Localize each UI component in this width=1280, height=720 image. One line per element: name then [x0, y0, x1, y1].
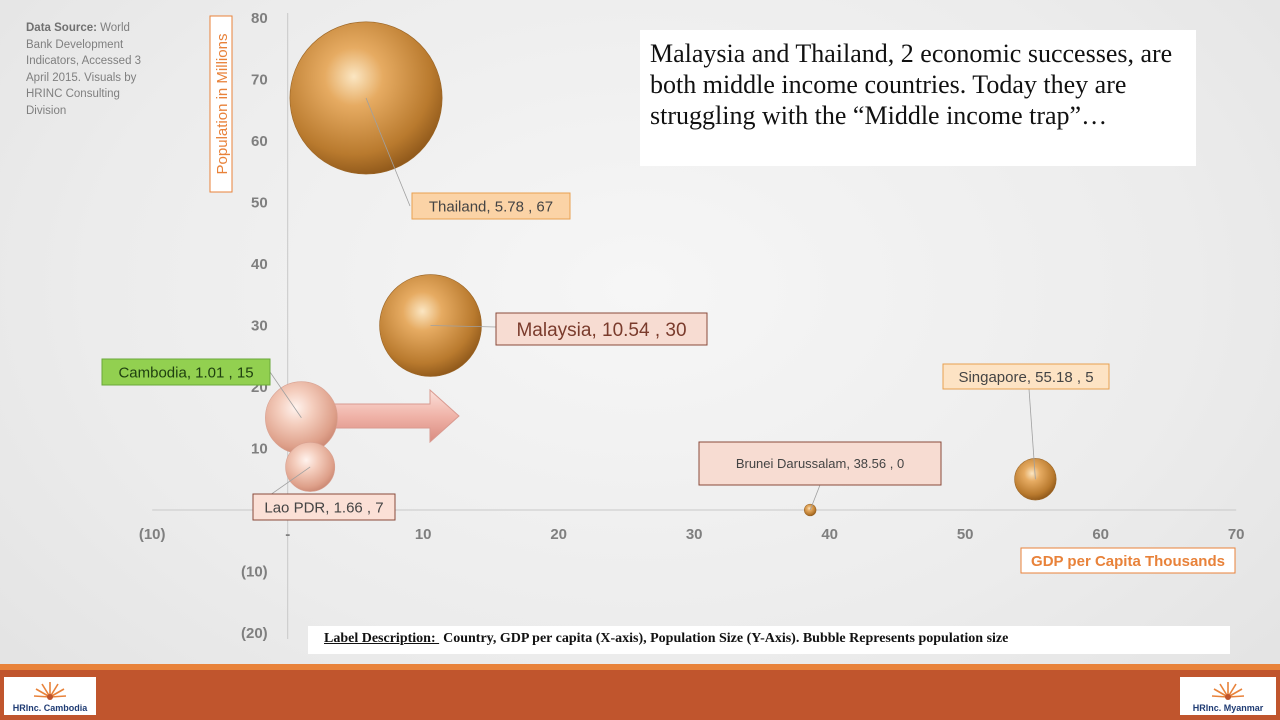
x-tick-label: (10): [139, 526, 166, 543]
y-tick-label: 60: [251, 133, 268, 150]
highlight-arrow: [321, 388, 460, 444]
x-tick-label: 50: [957, 526, 974, 543]
sunburst-logo-icon: [33, 682, 67, 700]
data-label-box: [942, 363, 1110, 390]
y-tick-label: 40: [251, 256, 268, 273]
y-tick-label: 70: [251, 72, 268, 89]
leader-line: [365, 97, 411, 207]
data-label: Lao PDR, 1.66 , 7: [264, 499, 383, 516]
data-label-box: [698, 441, 942, 486]
data-source-text: World Bank Development Indicators, Acces…: [26, 22, 142, 117]
leader-line: [1028, 388, 1036, 480]
data-label: Brunei Darussalam, 38.56 , 0: [736, 456, 904, 471]
leader-line: [809, 484, 821, 511]
data-label-box: [411, 192, 571, 220]
data-label: Singapore, 55.18 , 5: [958, 369, 1093, 386]
logo-hrinc-cambodia: HRInc. Cambodia: [4, 677, 96, 715]
x-tick-label: 60: [1092, 526, 1109, 543]
data-label: Cambodia, 1.01 , 15: [118, 364, 253, 381]
data-label-box: [252, 493, 396, 521]
svg-text:GDP per Capita Thousands: GDP per Capita Thousands: [1031, 553, 1225, 570]
leader-line: [430, 325, 497, 328]
data-label: Malaysia, 10.54 , 30: [516, 320, 686, 341]
logo-right-text: HRInc. Myanmar: [1192, 703, 1264, 713]
chart-tick-labels: (10) -10 20 30 40 50 60 70(20)(10)1020304050607…: [139, 10, 1245, 642]
x-tick-label: 20: [550, 526, 567, 543]
logo-hrinc-myanmar: HRInc. Myanmar: [1180, 677, 1276, 715]
x-axis-title: GDP per Capita Thousands: [1020, 547, 1236, 574]
y-tick-label: 30: [251, 318, 268, 335]
data-source-label: Data Source:: [26, 22, 97, 34]
data-label-box: [101, 358, 271, 386]
y-tick-label: (20): [241, 625, 268, 642]
y-tick-label: (10): [241, 564, 268, 581]
data-source-note: Data Source: World Bank Development Indi…: [26, 20, 156, 119]
data-label-box: [495, 312, 708, 346]
y-tick-label: 50: [251, 195, 268, 212]
label-description: Label Description: Country, GDP per capi…: [308, 626, 1230, 654]
logo-left-text: HRInc. Cambodia: [12, 703, 88, 713]
footer-accent-line: [0, 664, 1280, 670]
data-label: Thailand, 5.78 , 67: [429, 198, 553, 215]
y-axis-title: Population in Millions: [209, 15, 233, 193]
y-tick-label: 80: [251, 10, 268, 27]
footer-bar: [0, 670, 1280, 720]
x-tick-label: 10: [415, 526, 432, 543]
callout-box: Malaysia and Thailand, 2 economic succes…: [640, 30, 1196, 166]
data-labels-layer: Thailand, 5.78 , 67 Malaysia, 10.54 , 30 C…: [101, 97, 1110, 521]
x-tick-label: 70: [1228, 526, 1245, 543]
sunburst-logo-icon: [1211, 682, 1245, 700]
y-tick-label: 10: [251, 441, 268, 458]
svg-text:Population in Millions: Population in Millions: [214, 34, 231, 175]
leader-line: [269, 371, 302, 418]
label-description-text: Country, GDP per capita (X-axis), Popula…: [443, 631, 1009, 646]
label-description-heading: Label Description:: [324, 631, 440, 646]
x-tick-label: 30: [686, 526, 703, 543]
x-tick-label: 40: [821, 526, 838, 543]
x-tick-label: -: [285, 526, 290, 543]
